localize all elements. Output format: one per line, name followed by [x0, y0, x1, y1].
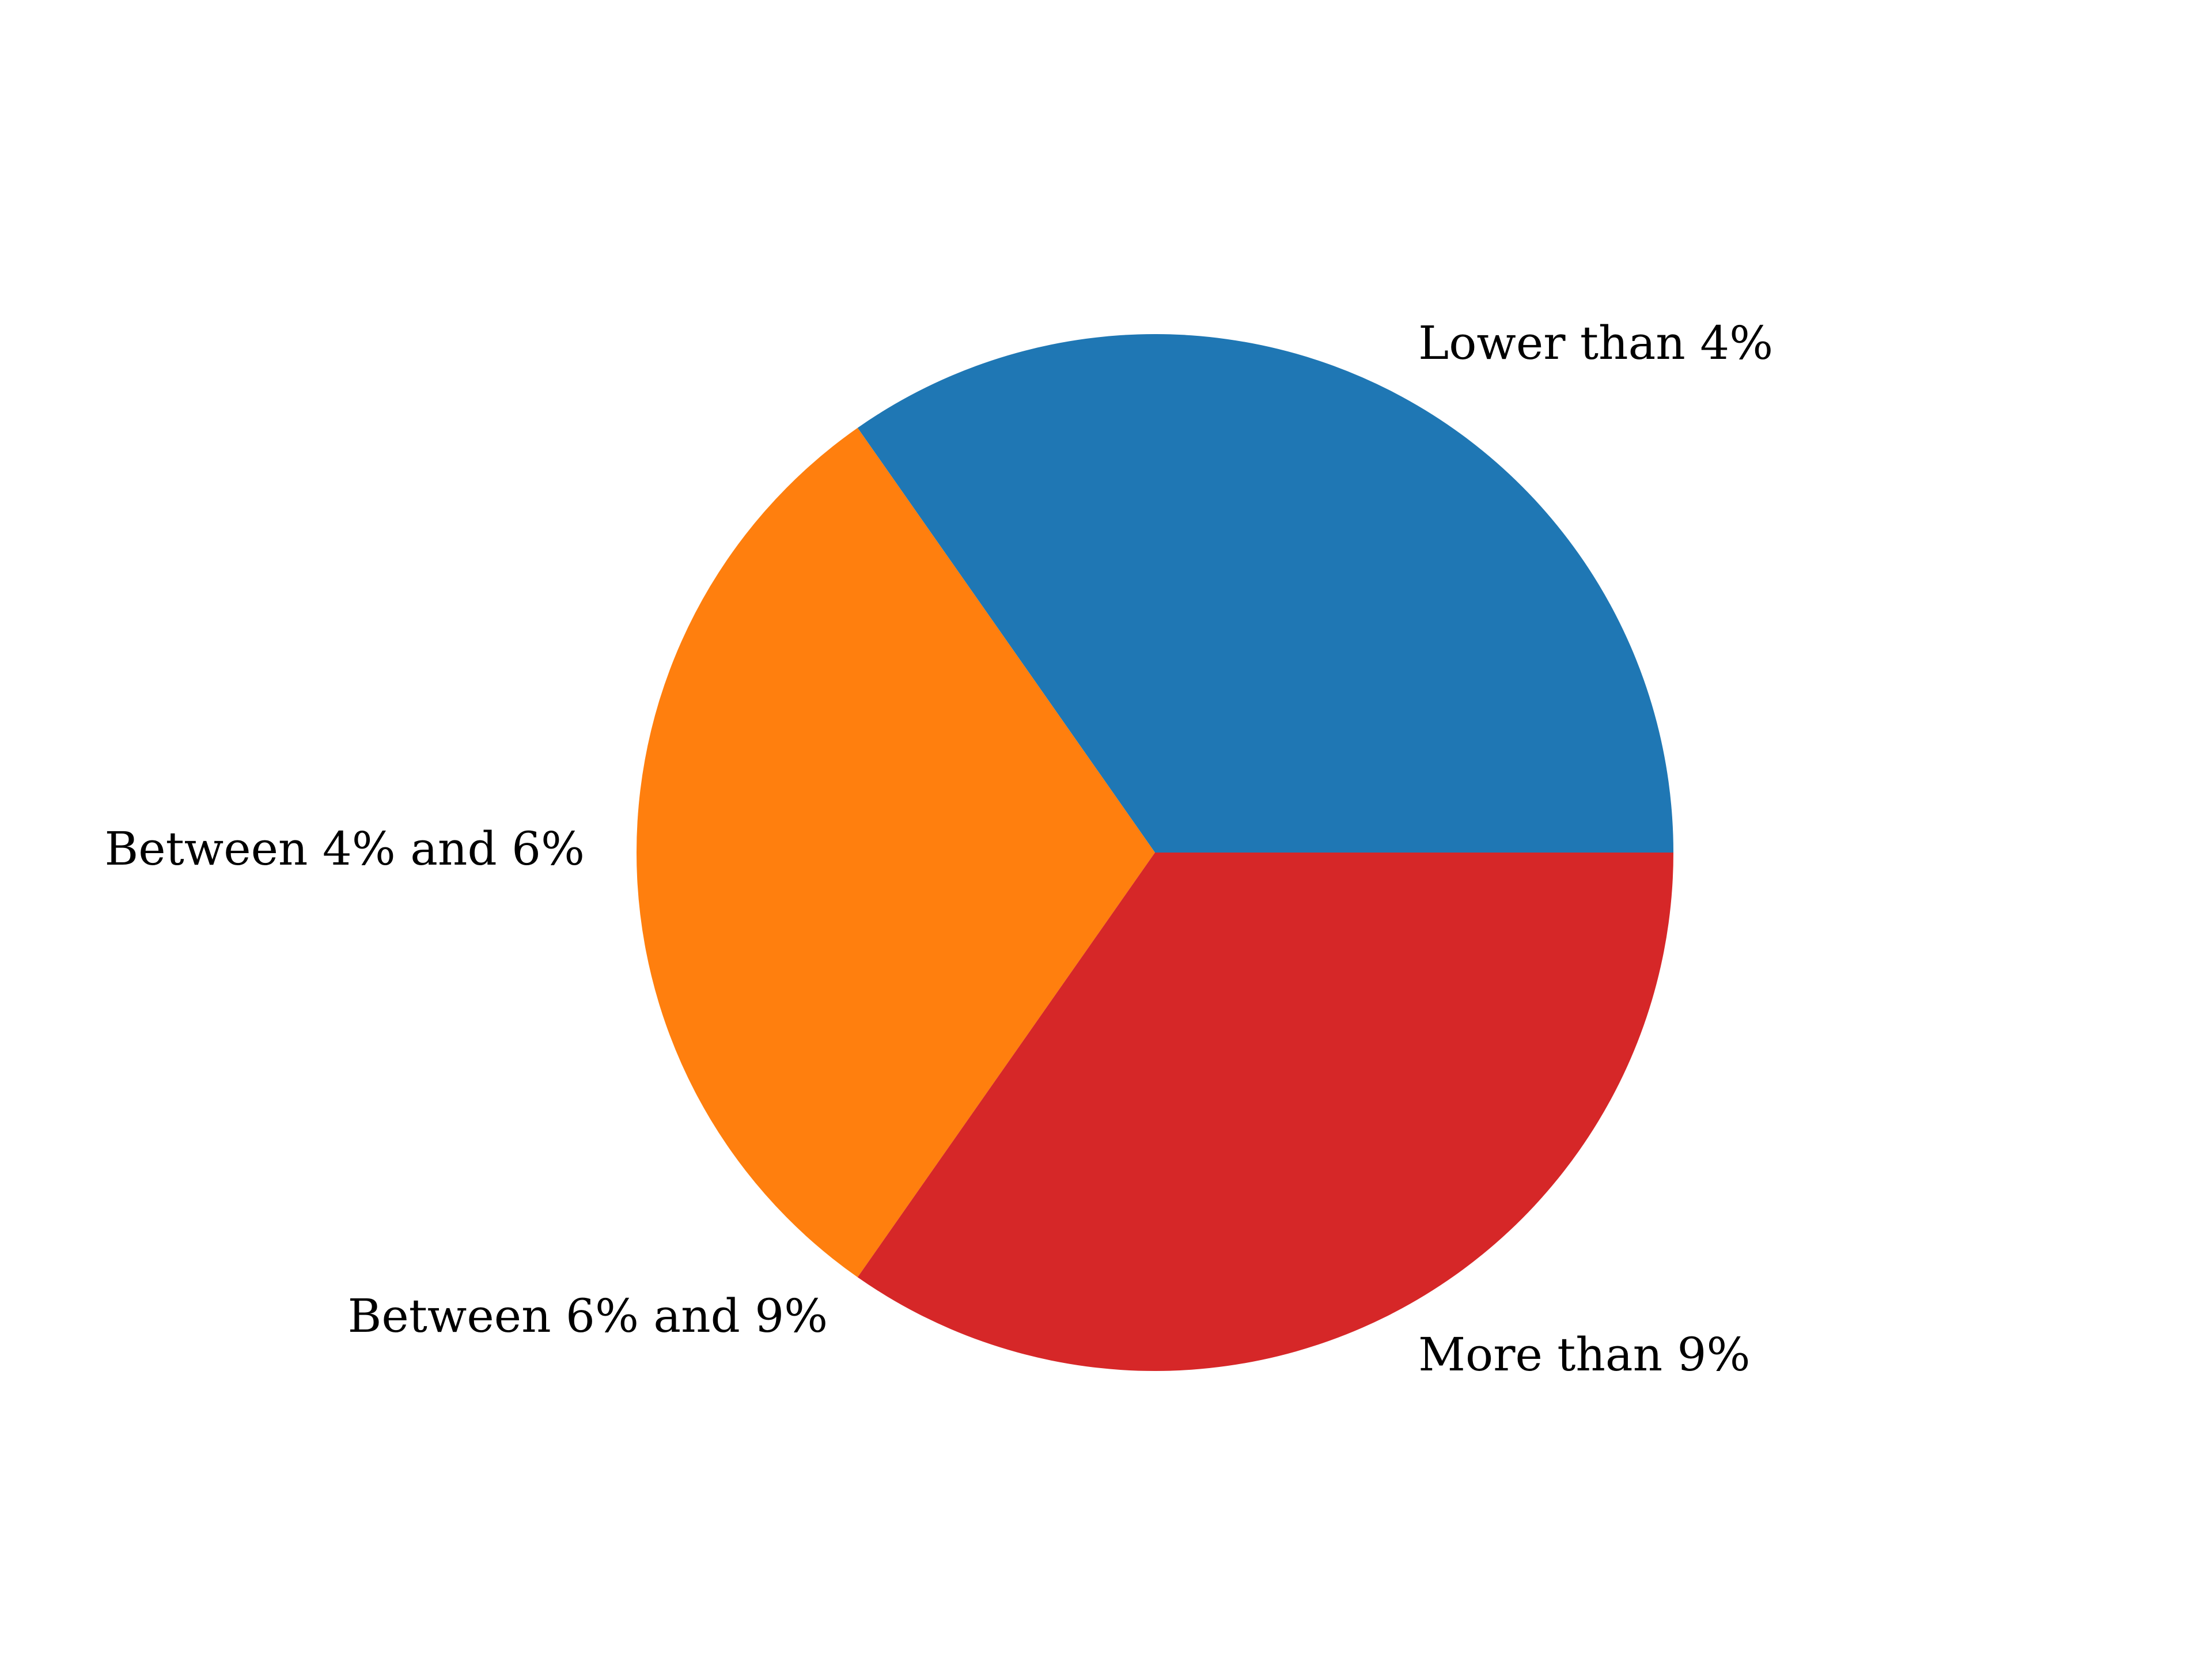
pie-slice-0 [857, 334, 1673, 853]
pie-label-0: Lower than 4% [1418, 316, 1773, 370]
pie-labels: Lower than 4% Between 4% and 6% Between 6%… [104, 316, 1773, 1381]
pie-slices [637, 334, 1673, 1371]
pie-slice-3 [857, 853, 1673, 1371]
pie-label-1: Between 4% and 6% [104, 822, 585, 876]
pie-label-2: Between 6% and 9% [348, 1289, 828, 1343]
pie-label-3: More than 9% [1418, 1328, 1750, 1381]
pie-slice-1 [637, 427, 1155, 1278]
